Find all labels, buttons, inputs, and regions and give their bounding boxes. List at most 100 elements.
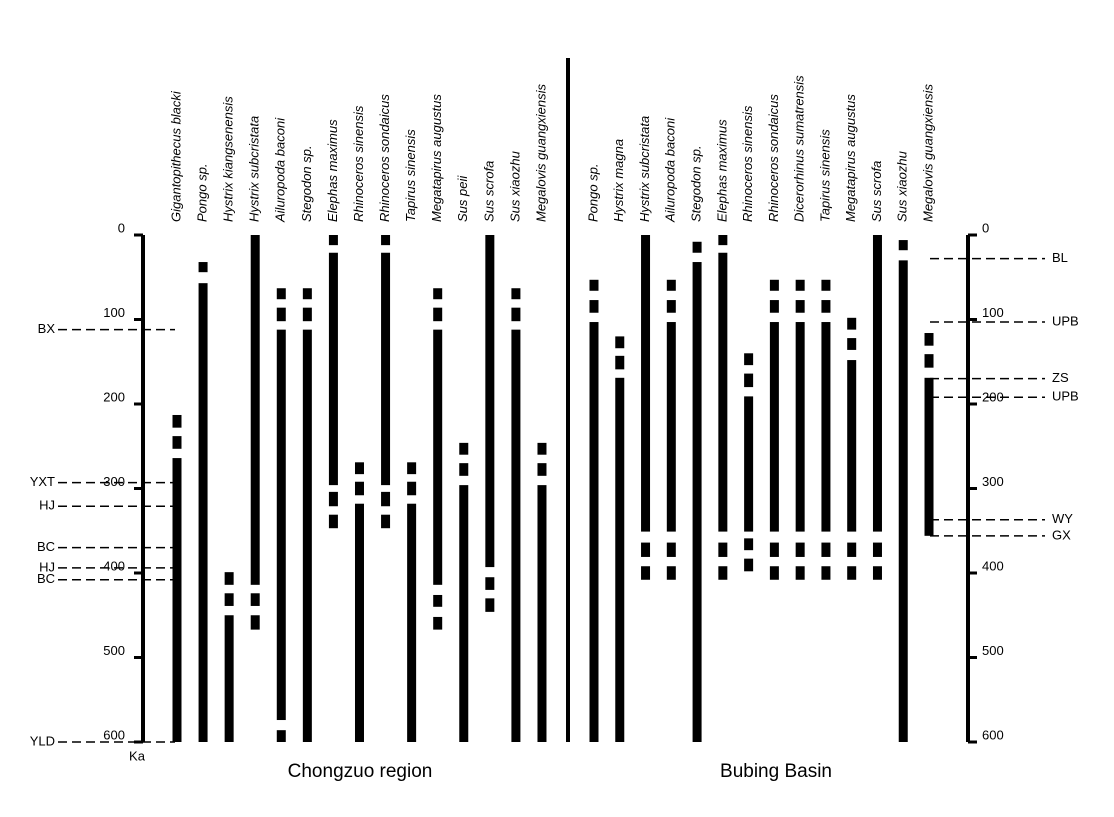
species-label: Tapirus sinensis: [817, 129, 832, 222]
range-bar: [433, 307, 443, 322]
species-label: Hystrix kiangsenensis: [221, 96, 236, 222]
species-label: Elephas maximus: [325, 119, 340, 222]
range-bar: [795, 279, 805, 291]
range-bar: [666, 566, 676, 580]
range-bar: [354, 481, 364, 496]
range-bar: [924, 377, 934, 536]
range-bar: [847, 338, 857, 350]
range-bar: [795, 542, 805, 557]
range-bar: [795, 322, 805, 532]
range-bar: [433, 616, 443, 630]
range-bar: [898, 260, 908, 742]
range-bar: [250, 593, 260, 606]
range-bar: [872, 566, 882, 580]
range-bar: [276, 307, 286, 322]
species-label: Megalovis guangxiensis: [533, 83, 548, 222]
range-bar: [769, 300, 779, 313]
species-label: Hystrix subcristata: [637, 116, 652, 222]
range-bar: [641, 566, 651, 580]
annotation-label: UPB: [1052, 313, 1079, 328]
annotation-label: UPB: [1052, 389, 1079, 404]
species-label: Sus scrofa: [869, 161, 884, 222]
y-tick-label: 100: [103, 305, 125, 320]
range-bar: [302, 329, 312, 742]
range-bar: [718, 252, 728, 532]
range-bar: [172, 458, 182, 742]
y-tick-label: 200: [103, 389, 125, 404]
y-tick-label: 500: [982, 643, 1004, 658]
species-label: Rhinoceros sondaicus: [766, 94, 781, 222]
range-bar: [769, 566, 779, 580]
range-bar: [537, 485, 547, 742]
range-bar: [433, 288, 443, 300]
species-label: Megatapirus augustus: [843, 94, 858, 222]
range-bar: [485, 598, 495, 612]
range-bar: [744, 396, 754, 532]
species-label: Rhinoceros sondaicus: [377, 94, 392, 222]
range-bar: [537, 463, 547, 476]
range-bar: [407, 503, 417, 742]
annotation-label: GX: [1052, 527, 1071, 542]
y-tick-label: 0: [118, 220, 125, 235]
annotation-label: HJ: [39, 559, 55, 574]
range-bar: [328, 514, 338, 529]
species-label: Stegodon sp.: [689, 145, 704, 222]
range-bar: [589, 322, 599, 742]
range-bar: [511, 307, 521, 322]
range-bar: [198, 262, 208, 273]
range-bar: [847, 360, 857, 532]
species-label: Sus peii: [455, 175, 470, 222]
range-bar: [615, 355, 625, 370]
species-label: Sus scrofa: [481, 161, 496, 222]
range-bar: [276, 730, 286, 742]
range-bar: [302, 307, 312, 322]
y-tick-label: 400: [982, 558, 1004, 573]
annotation-label: YXT: [30, 474, 55, 489]
range-bar: [381, 514, 391, 529]
annotation-label: YLD: [30, 733, 55, 748]
species-label: Hystrix subcristata: [247, 116, 262, 222]
range-bar: [381, 491, 391, 507]
range-bar: [354, 462, 364, 475]
y-tick-label: 500: [103, 643, 125, 658]
range-bar: [666, 279, 676, 291]
range-bar: [276, 329, 286, 721]
range-bar: [250, 235, 260, 585]
y-tick-label: 400: [103, 558, 125, 573]
species-label: Stegodon sp.: [299, 145, 314, 222]
range-bar: [328, 491, 338, 507]
annotation-label: ZS: [1052, 370, 1069, 385]
range-bar: [589, 279, 599, 291]
range-bar: [407, 462, 417, 475]
range-bar: [224, 572, 234, 585]
range-bar: [769, 542, 779, 557]
species-label: Elephas maximus: [714, 119, 729, 222]
range-bar: [795, 566, 805, 580]
range-bar: [511, 329, 521, 742]
species-label: Sus xiaozhu: [895, 151, 910, 222]
range-bar: [511, 288, 521, 300]
annotation-label: HJ: [39, 498, 55, 513]
range-bar: [924, 333, 934, 346]
range-bar: [381, 235, 391, 246]
region-title: Bubing Basin: [720, 761, 832, 782]
range-bar: [769, 322, 779, 532]
species-label: Pongo sp.: [195, 163, 210, 222]
range-bar: [537, 442, 547, 455]
range-bar: [847, 317, 857, 330]
range-bar: [459, 442, 469, 455]
range-bar: [172, 414, 182, 428]
species-label: Dicerorhinus sumatrensis: [792, 75, 807, 222]
y-tick-label: 300: [982, 474, 1004, 489]
species-label: Sus xiaozhu: [507, 151, 522, 222]
range-bar: [718, 542, 728, 557]
range-bar: [821, 542, 831, 557]
species-label: Megalovis guangxiensis: [920, 83, 935, 222]
species-label: Rhinoceros sinensis: [351, 105, 366, 222]
range-bar: [872, 542, 882, 557]
range-bar: [276, 288, 286, 300]
range-bar: [459, 485, 469, 742]
species-label: Tapirus sinensis: [403, 129, 418, 222]
range-bar: [821, 279, 831, 291]
